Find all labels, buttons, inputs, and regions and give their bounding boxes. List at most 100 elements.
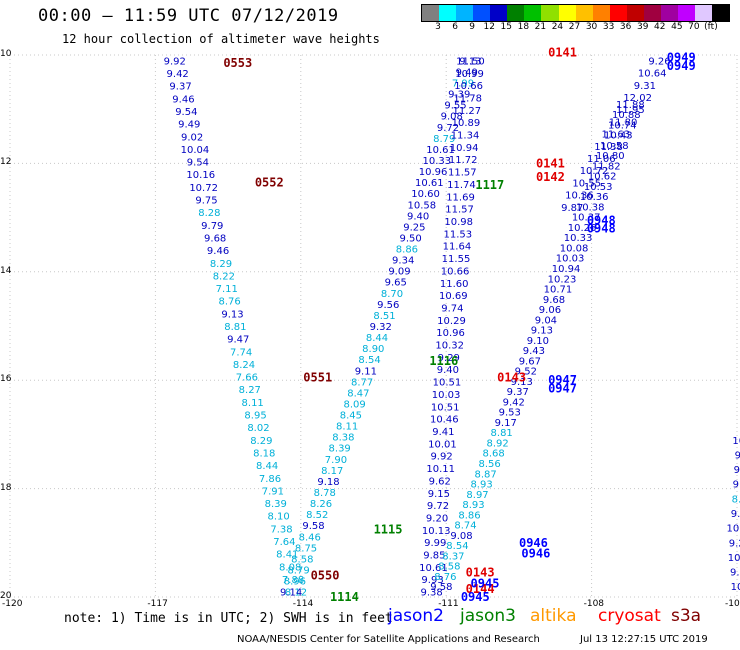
swh-value: 11.82	[592, 161, 621, 172]
swh-value: 10.13	[422, 526, 451, 537]
swh-value: 8.11	[242, 398, 264, 409]
swh-value: 8.22	[213, 271, 235, 282]
swh-value: 8.27	[239, 385, 261, 396]
colorbar-swatch	[473, 5, 491, 21]
swh-value: 9.37	[169, 82, 191, 93]
swh-value: 9.06	[539, 305, 561, 316]
swh-value: 11.57	[445, 205, 474, 216]
swh-value: 8.93	[470, 480, 492, 491]
swh-value: 9.13	[221, 309, 243, 320]
colorbar-tick-label: 3	[435, 22, 441, 32]
swh-value: 10.72	[580, 166, 609, 177]
colorbar-tick-label: 24	[551, 22, 564, 32]
swh-value: 11.64	[443, 242, 472, 253]
swh-value: 10.94	[450, 143, 479, 154]
swh-value: 9.54	[187, 158, 209, 169]
swh-value: 10.08	[560, 243, 589, 254]
colorbar-tick-label: (ft)	[704, 22, 718, 32]
swh-value: 8.08	[279, 562, 301, 573]
swh-value: 10.96	[436, 328, 465, 339]
swh-value: 9.74	[441, 303, 463, 314]
colorbar-tick-label: 39	[636, 22, 649, 32]
pass-time-label: 0946	[519, 536, 548, 550]
swh-value: 9.62	[429, 476, 451, 487]
swh-value: 9.99	[424, 538, 446, 549]
pass-time-label: 0143	[497, 370, 526, 384]
lat-label: 12	[0, 157, 12, 168]
swh-value: 10.99	[455, 69, 484, 80]
pass-time-label: 0552	[255, 175, 284, 189]
lat-label: 18	[0, 482, 12, 493]
swh-value: 10.94	[552, 264, 581, 275]
colorbar-labels: 3 6 9 12 15 18 21 24 27 30 33 36 39 42 45 70 (ft)	[421, 20, 730, 34]
swh-value: 8.96	[284, 577, 306, 588]
swh-value: 8.29	[250, 436, 272, 447]
swh-value: 9.11	[355, 366, 377, 377]
satellite-legend-item: altika	[530, 606, 577, 626]
swh-value: 10.36	[565, 191, 594, 202]
pass-time-label: 1116	[429, 354, 458, 368]
swh-value: 10.64	[638, 69, 667, 80]
swh-value: 11.50	[456, 56, 485, 67]
swh-value: 9.56	[377, 300, 399, 311]
colorbar	[421, 4, 730, 22]
colorbar-tick-label: 21	[534, 22, 547, 32]
swh-value: 9.93	[421, 575, 443, 586]
pass-time-label: 0947	[548, 381, 577, 395]
swh-value: 8.86	[458, 510, 480, 521]
lon-label: -105	[725, 599, 740, 609]
swh-value: 11.69	[446, 192, 475, 203]
pass-time-label: 0142	[536, 170, 565, 184]
pass-time-label: 0945	[461, 590, 490, 604]
swh-value: 10.60	[411, 189, 440, 200]
swh-value: 10.01	[428, 439, 457, 450]
colorbar-tick-label: 6	[452, 22, 458, 32]
swh-value: 8.26	[310, 499, 332, 510]
colorbar-swatch	[422, 5, 440, 21]
colorbar-swatch	[712, 5, 730, 21]
swh-value: 10.26	[568, 223, 597, 234]
swh-value: 9.67	[519, 356, 541, 367]
swh-value: 9.49	[456, 67, 478, 78]
swh-value: 10.69	[439, 291, 468, 302]
swh-value: 8.81	[224, 322, 246, 333]
swh-value: 8.44	[256, 461, 278, 472]
lon-label: -114	[292, 599, 314, 609]
swh-value: 9.08	[450, 531, 472, 542]
pass-time-label: 0143	[466, 566, 495, 580]
pass-time-label: 0947	[548, 373, 577, 387]
swh-value: 8.56	[478, 459, 500, 470]
swh-value: 9.92	[430, 452, 452, 463]
swh-value: 9.32	[370, 322, 392, 333]
colorbar-tick-label: 42	[654, 22, 666, 32]
swh-value: 10.33	[422, 156, 451, 167]
swh-value: 8.54	[446, 541, 468, 552]
swh-value: 8.76	[434, 572, 456, 583]
swh-value: 9.20	[426, 513, 448, 524]
swh-value: 11.27	[453, 106, 482, 117]
colorbar-swatch	[507, 5, 525, 21]
swh-value: 9.13	[459, 56, 481, 67]
swh-value: 10.58	[600, 141, 629, 152]
swh-value: 8.70	[381, 289, 403, 300]
colorbar-tick-label: 27	[568, 22, 581, 32]
swh-value: 10.04	[181, 145, 210, 156]
swh-value: 8.17	[321, 466, 343, 477]
swh-value: 8.18	[253, 448, 275, 459]
swh-value: 11.34	[451, 131, 480, 142]
colorbar-swatch	[609, 5, 627, 21]
swh-value: 9.37	[507, 387, 529, 398]
swh-value: 9.18	[317, 477, 339, 488]
swh-value: 10.61	[426, 145, 455, 156]
colorbar-tick-label: 9	[469, 22, 476, 32]
swh-value: 9.10	[527, 336, 549, 347]
credit-text: NOAA/NESDIS Center for Satellite Applica…	[237, 634, 540, 645]
swh-value: 8.37	[442, 551, 464, 562]
swh-value: 11.55	[442, 254, 471, 265]
swh-value: 9.47	[227, 335, 249, 346]
pass-time-label: 1114	[330, 590, 359, 604]
swh-value: 9.25	[403, 222, 425, 233]
colorbar-tick-label: 15	[500, 22, 512, 32]
swh-value: 9.42	[503, 397, 525, 408]
